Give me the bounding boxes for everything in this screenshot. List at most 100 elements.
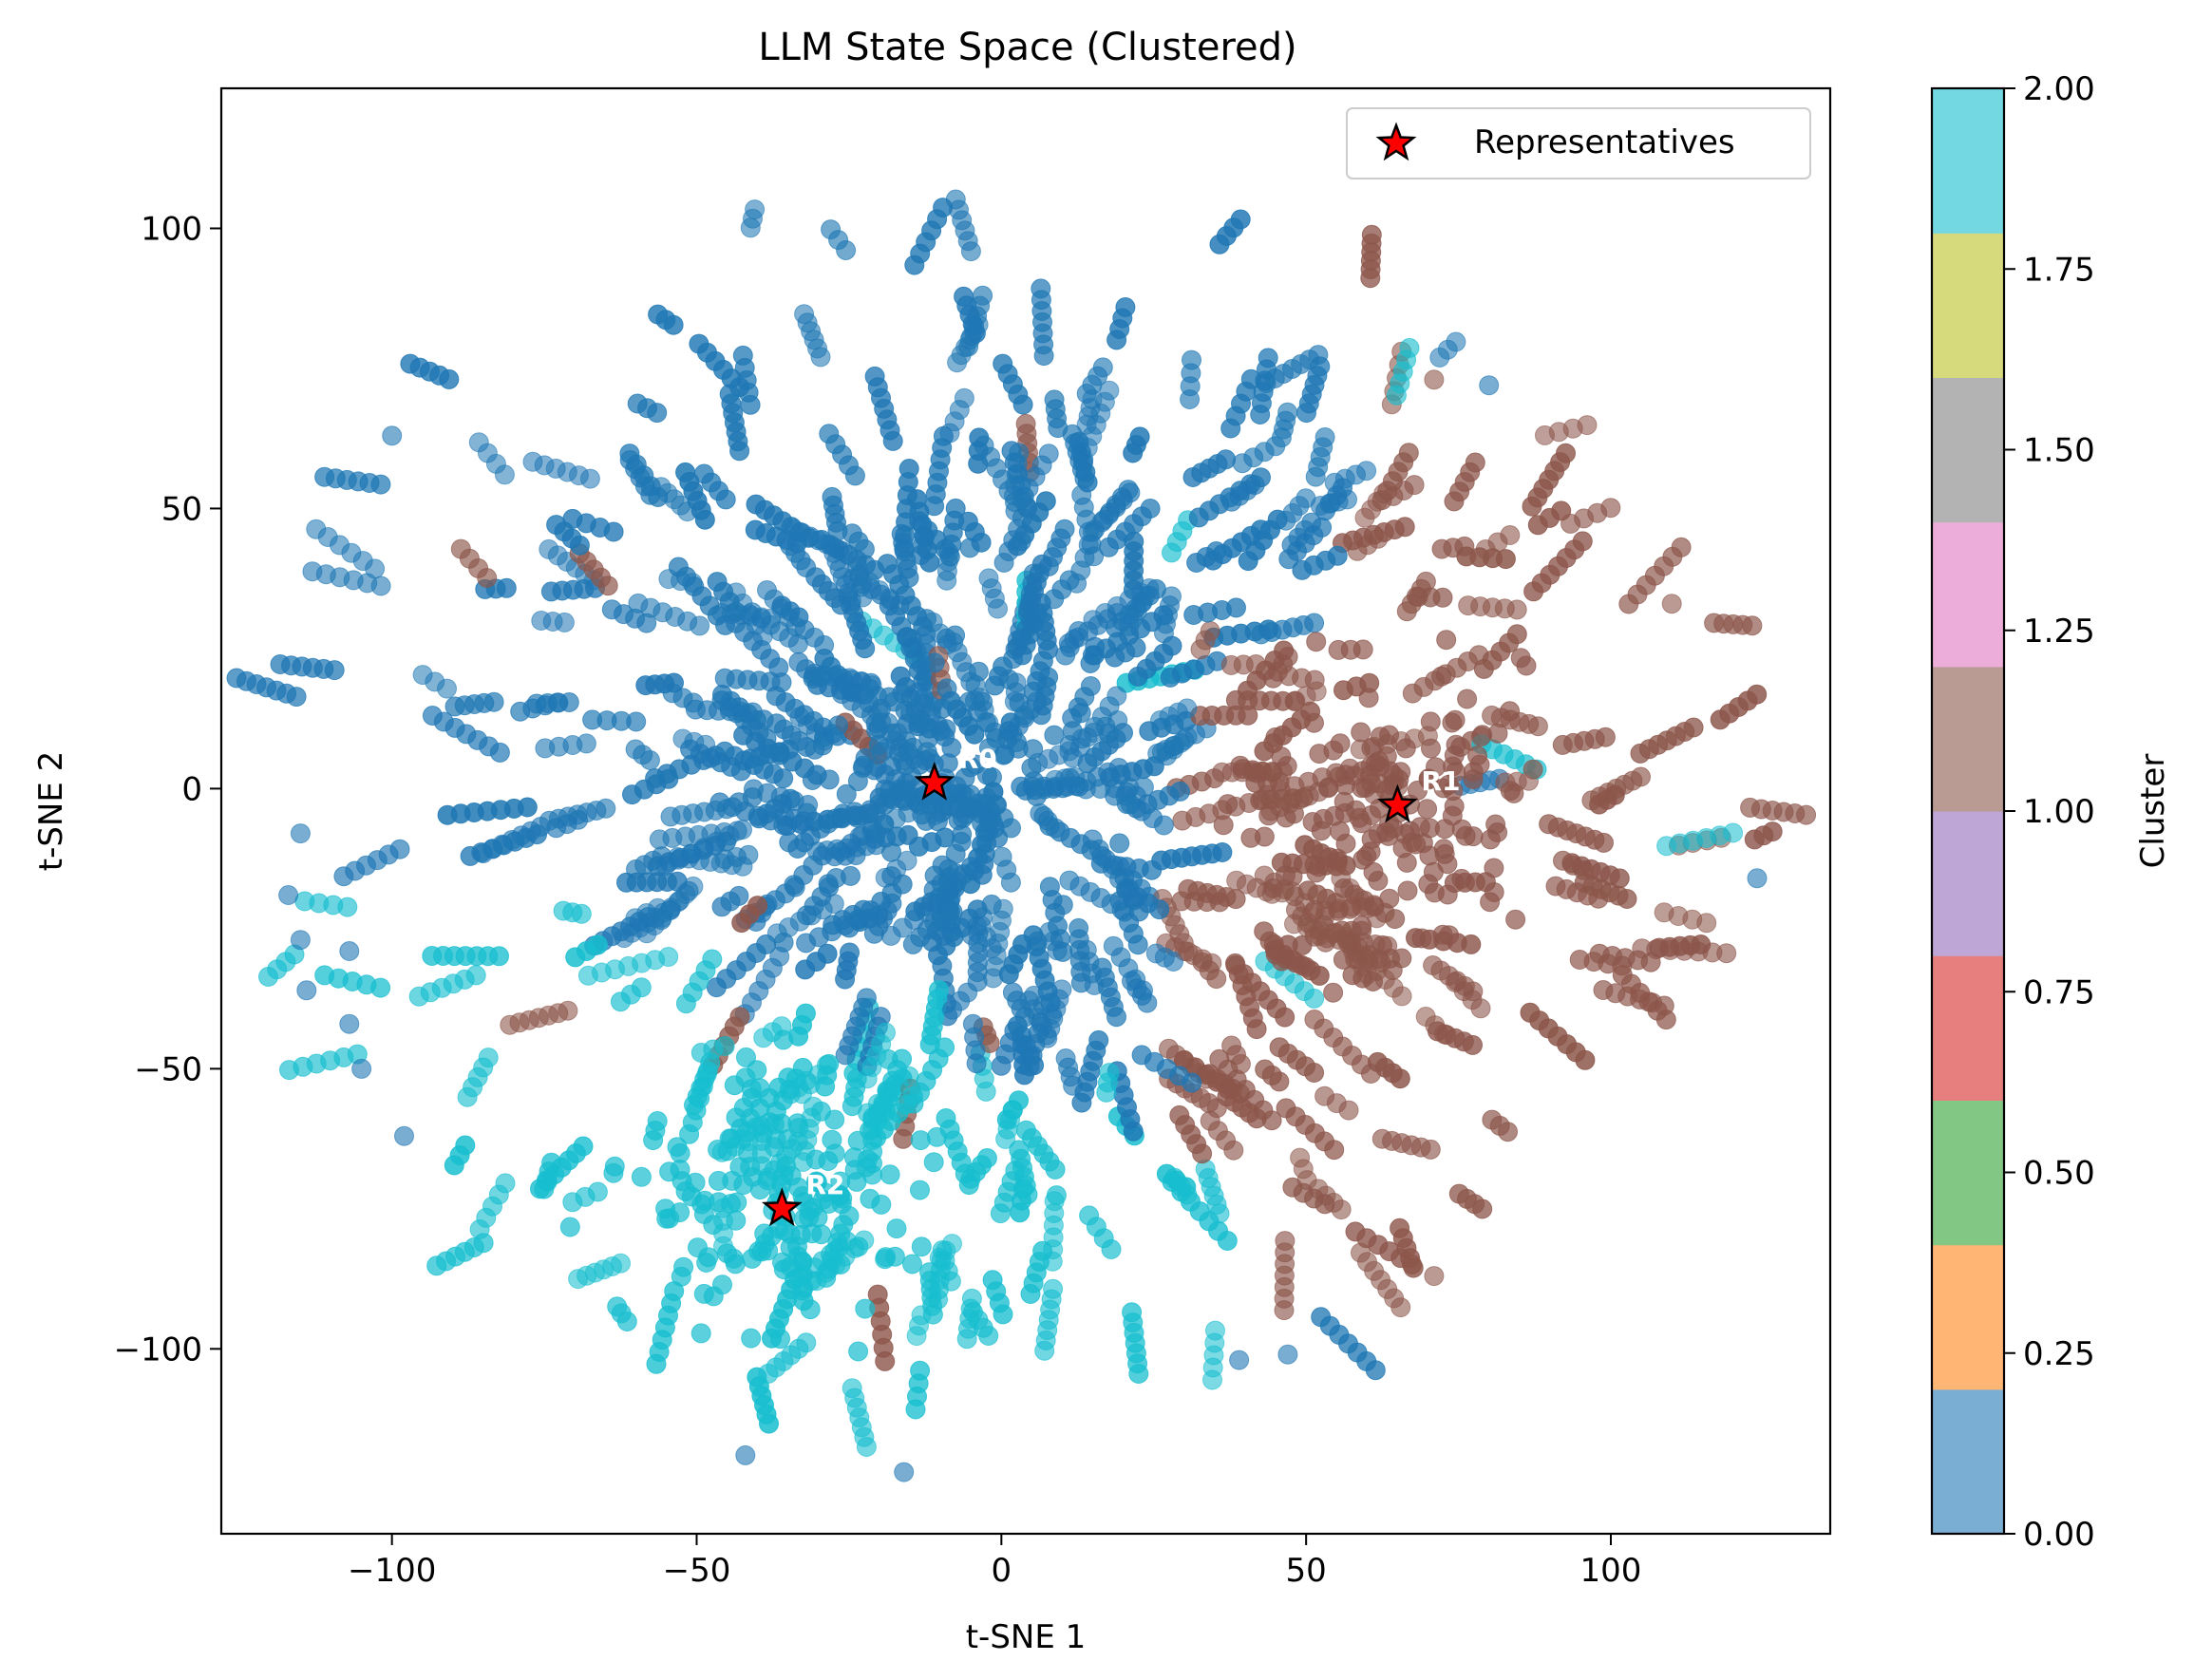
- scatter-point: [986, 727, 1007, 748]
- scatter-point: [1352, 916, 1372, 936]
- scatter-point: [1229, 1350, 1250, 1370]
- colorbar-segment: [1932, 666, 2004, 812]
- scatter-point: [469, 1219, 490, 1239]
- scatter-point: [1323, 982, 1344, 1003]
- scatter-point: [777, 816, 797, 837]
- scatter-point: [875, 1249, 896, 1270]
- scatter-point: [1091, 845, 1112, 866]
- scatter-point: [1683, 717, 1704, 738]
- scatter-point: [1479, 375, 1500, 396]
- scatter-point: [1153, 815, 1174, 836]
- scatter-point: [847, 1130, 868, 1151]
- scatter-point: [671, 1171, 692, 1192]
- scatter-point: [959, 538, 980, 558]
- scatter-point: [1595, 727, 1616, 747]
- scatter-point: [1035, 491, 1056, 512]
- scatter-point: [1575, 1049, 1596, 1070]
- scatter-point: [840, 668, 860, 689]
- scatter-point: [314, 466, 335, 487]
- scatter-point: [658, 569, 679, 590]
- scatter-point: [1230, 209, 1251, 230]
- x-axis-ticks: −100 −50 0 50 100: [348, 1534, 1641, 1590]
- scatter-point: [1461, 934, 1482, 954]
- scatter-point: [693, 1204, 714, 1224]
- scatter-point: [1421, 738, 1441, 759]
- scatter-point: [1069, 621, 1089, 641]
- scatter-point: [1661, 594, 1682, 614]
- scatter-point: [735, 1444, 756, 1465]
- scatter-point: [732, 345, 753, 366]
- scatter-point: [902, 737, 923, 758]
- scatter-point: [1432, 587, 1453, 608]
- scatter-point: [1338, 1100, 1359, 1121]
- scatter-point: [675, 993, 696, 1014]
- scatter-point: [830, 841, 851, 862]
- scatter-point: [940, 1271, 961, 1292]
- scatter-point: [1275, 1007, 1296, 1028]
- scatter-point: [1284, 690, 1305, 711]
- scatter-point: [800, 1299, 821, 1320]
- scatter-point: [958, 1175, 979, 1196]
- scatter-point: [1258, 348, 1278, 368]
- scatter-point: [1294, 787, 1314, 808]
- scatter-point: [444, 696, 465, 717]
- scatter-point: [553, 900, 574, 921]
- chart-title: LLM State Space (Clustered): [758, 26, 1296, 69]
- scatter-point: [1212, 842, 1233, 862]
- scatter-point: [1164, 735, 1185, 756]
- scatter-point: [918, 728, 939, 749]
- colorbar-segment: [1932, 955, 2004, 1101]
- scatter-point: [1315, 1194, 1335, 1215]
- scatter-point: [1484, 858, 1504, 878]
- scatter-point: [1070, 703, 1091, 724]
- scatter-point: [799, 1207, 820, 1228]
- legend-entry-representatives: Representatives: [1474, 123, 1735, 161]
- scatter-point: [1182, 1072, 1202, 1093]
- scatter-point: [914, 688, 935, 708]
- scatter-point: [1019, 1056, 1040, 1077]
- scatter-point: [770, 1329, 790, 1350]
- scatter-point: [673, 1256, 694, 1277]
- x-tick-label: −100: [348, 1552, 436, 1590]
- scatter-point: [1244, 475, 1265, 496]
- scatter-point: [1246, 1108, 1267, 1129]
- scatter-point: [1033, 805, 1054, 826]
- scatter-point: [1153, 605, 1174, 626]
- scatter-point: [627, 393, 648, 414]
- scatter-point: [746, 494, 766, 515]
- scatter-point: [917, 609, 936, 630]
- scatter-point: [1551, 500, 1572, 521]
- scatter-point: [1200, 621, 1220, 641]
- scatter-point: [830, 1255, 851, 1274]
- scatter-point: [531, 611, 552, 631]
- scatter-point: [649, 829, 670, 850]
- colorbar-tick-label: 1.00: [2023, 793, 2095, 831]
- scatter-point: [562, 508, 583, 529]
- scatter-point: [1363, 861, 1384, 882]
- scatter-point: [290, 930, 311, 951]
- scatter-point: [1096, 1082, 1117, 1103]
- colorbar-segment: [1932, 1100, 2004, 1246]
- scatter-point: [651, 910, 671, 931]
- scatter-point: [559, 1217, 580, 1237]
- scatter-point: [1390, 1297, 1411, 1318]
- scatter-point: [779, 832, 800, 853]
- scatter-point: [226, 668, 247, 689]
- scatter-point: [1465, 452, 1485, 473]
- scatter-point: [881, 866, 902, 887]
- scatter-point: [1445, 709, 1466, 730]
- scatter-point: [1109, 833, 1130, 854]
- scatter-point: [923, 1152, 944, 1173]
- scatter-point: [1218, 794, 1239, 815]
- scatter-point: [910, 1180, 930, 1200]
- scatter-point: [856, 1437, 877, 1457]
- scatter-point: [1617, 889, 1637, 909]
- scatter-point: [711, 897, 732, 917]
- scatter-point: [1404, 475, 1425, 496]
- scatter-points: [226, 189, 1817, 1482]
- colorbar-segment: [1932, 377, 2004, 523]
- scatter-point: [893, 1128, 914, 1149]
- scatter-point: [926, 1126, 947, 1147]
- scatter-point: [1206, 541, 1227, 561]
- scatter-point: [1424, 1266, 1445, 1287]
